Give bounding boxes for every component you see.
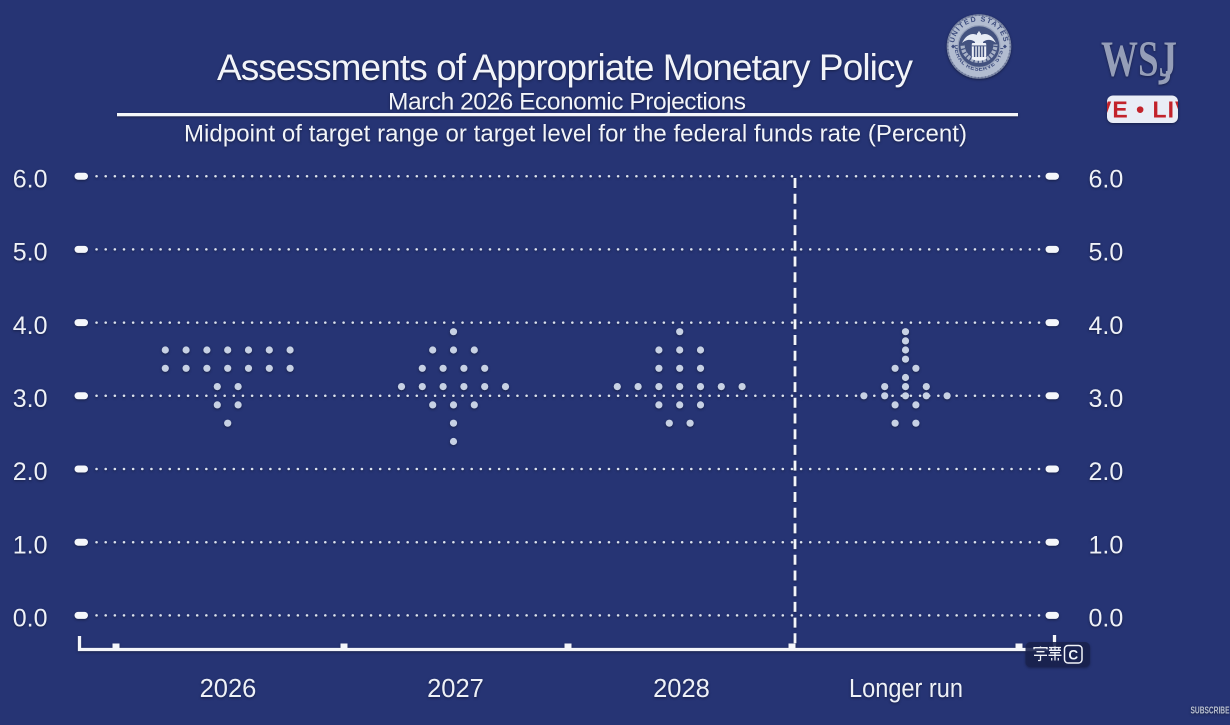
svg-text:Longer run: Longer run [849,675,963,703]
svg-text:2028: 2028 [653,675,710,703]
svg-text:5.0: 5.0 [13,239,48,267]
svg-text:1.0: 1.0 [1089,531,1124,559]
svg-text:6.0: 6.0 [13,165,48,193]
svg-text:Assessments of Appropriate Mon: Assessments of Appropriate Monetary Poli… [217,47,914,88]
svg-text:1.0: 1.0 [13,531,48,559]
svg-text:March 2026 Economic Projection: March 2026 Economic Projections [388,88,746,115]
svg-text:C: C [1068,648,1078,663]
svg-text:3.0: 3.0 [1089,385,1124,413]
svg-text:2.0: 2.0 [1089,458,1124,486]
svg-text:VE • LIVE: VE • LIVE [1096,97,1208,123]
svg-text:2026: 2026 [200,675,257,703]
svg-text:4.0: 4.0 [13,312,48,340]
svg-text:2.0: 2.0 [13,458,48,486]
svg-text:Midpoint of target range or ta: Midpoint of target range or target level… [184,121,967,148]
svg-text:0.0: 0.0 [13,605,48,633]
svg-text:2027: 2027 [427,675,484,703]
svg-text:5.0: 5.0 [1089,239,1124,267]
svg-text:4.0: 4.0 [1089,312,1124,340]
svg-text:0.0: 0.0 [1089,605,1124,633]
svg-text:3.0: 3.0 [13,385,48,413]
svg-text:WSJ: WSJ [1101,32,1177,88]
svg-text:SUBSCRIBE: SUBSCRIBE [1191,706,1230,717]
svg-text:6.0: 6.0 [1089,165,1124,193]
